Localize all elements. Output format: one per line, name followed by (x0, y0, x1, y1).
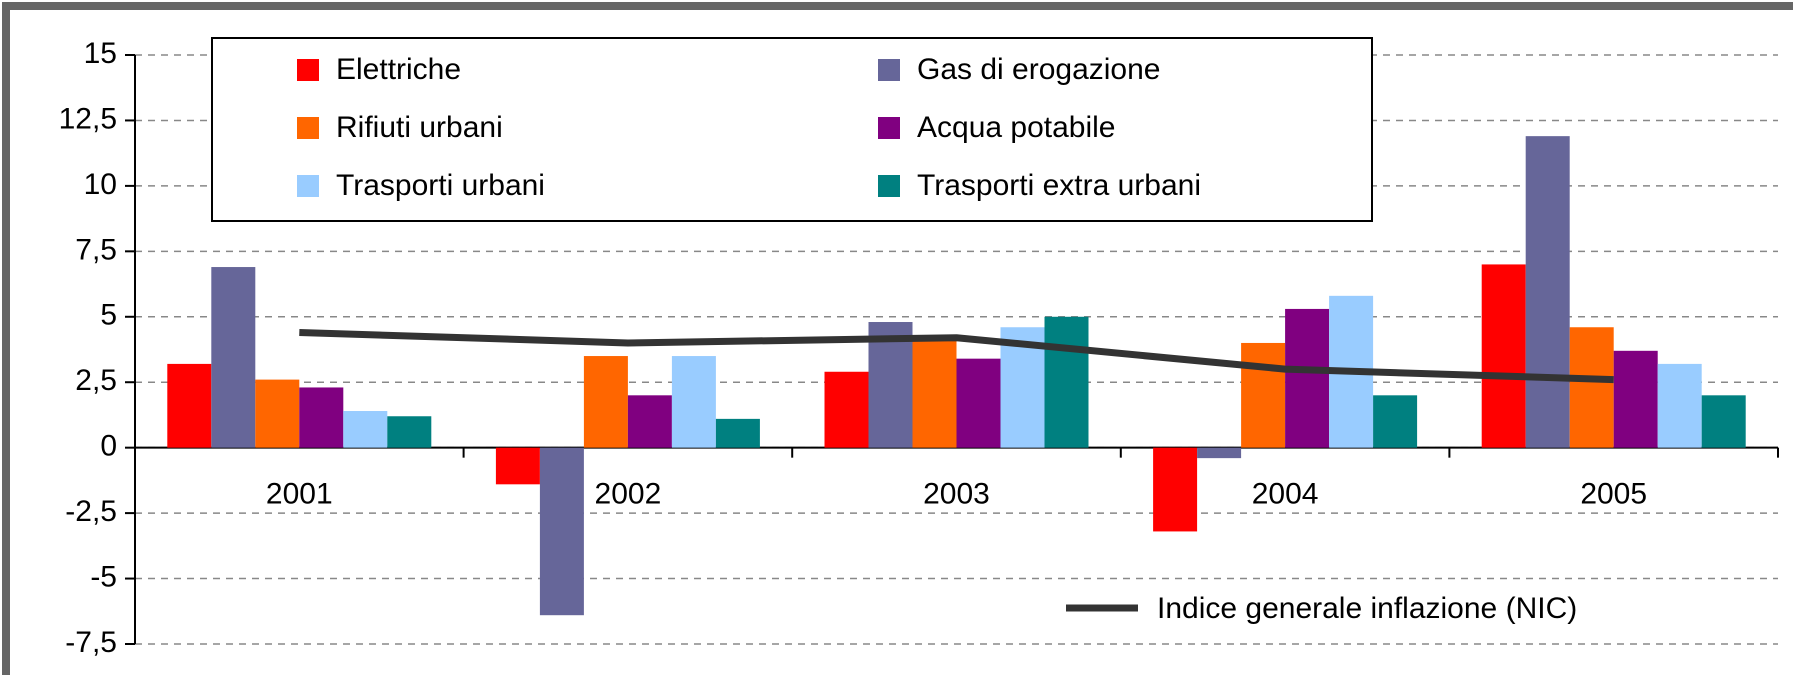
legend-swatch (878, 59, 900, 81)
bar (255, 379, 300, 448)
legend-swatch (297, 175, 319, 197)
bar (1613, 350, 1658, 448)
x-tick-label: 2005 (1580, 478, 1647, 511)
legend-label: Rifiuti urbani (336, 111, 503, 144)
bar (343, 411, 388, 448)
bar (387, 416, 432, 448)
bar (1241, 342, 1286, 448)
y-tick-label: -7,5 (65, 626, 117, 659)
y-tick-label: -2,5 (65, 495, 117, 528)
legend-label: Acqua potabile (917, 111, 1116, 144)
bar (1373, 395, 1418, 448)
bars (167, 136, 1746, 616)
x-tick-label: 2001 (266, 478, 333, 511)
bar (868, 322, 913, 448)
legend-swatch (297, 117, 319, 139)
bar (1153, 447, 1198, 532)
bar (1285, 308, 1330, 448)
bar (956, 358, 1001, 448)
y-tick-label: 10 (84, 168, 117, 201)
bar (912, 340, 957, 448)
legend-label: Trasporti urbani (336, 169, 545, 202)
x-tick-label: 2004 (1252, 478, 1319, 511)
bar (671, 356, 716, 448)
y-tick-label: 15 (84, 37, 117, 70)
y-tick-label: 0 (100, 430, 117, 463)
legend-label: Trasporti extra urbani (917, 169, 1201, 202)
legend-box (211, 37, 1373, 222)
bar (167, 363, 212, 448)
bar (1197, 447, 1242, 459)
bar (715, 418, 760, 448)
bar (583, 356, 628, 448)
bar (211, 267, 256, 448)
bar (495, 447, 540, 485)
y-tick-label: -5 (90, 560, 117, 593)
bar (1525, 136, 1570, 448)
legend: Elettriche Gas di erogazione Rifiuti urban… (211, 37, 1577, 625)
legend-swatch (878, 175, 900, 197)
bar (627, 395, 672, 448)
bar (1044, 316, 1089, 448)
y-tick-label: 12,5 (59, 102, 117, 135)
legend-label: Indice generale inflazione (NIC) (1157, 592, 1577, 625)
legend-swatch (297, 59, 319, 81)
legend-label: Elettriche (336, 53, 461, 86)
legend-swatch (878, 117, 900, 139)
bar (1657, 363, 1702, 448)
bar (824, 371, 869, 448)
bar (1701, 395, 1746, 448)
x-tick-label: 2002 (595, 478, 662, 511)
y-tick-label: 2,5 (75, 364, 117, 397)
y-tick-label: 5 (100, 299, 117, 332)
legend-label: Gas di erogazione (917, 53, 1161, 86)
line (299, 328, 1614, 384)
bar (539, 447, 584, 616)
y-tick-label: 7,5 (75, 233, 117, 266)
x-tick-label: 2003 (923, 478, 990, 511)
bar (1481, 264, 1526, 448)
bar (1569, 327, 1614, 448)
bar (299, 387, 344, 448)
